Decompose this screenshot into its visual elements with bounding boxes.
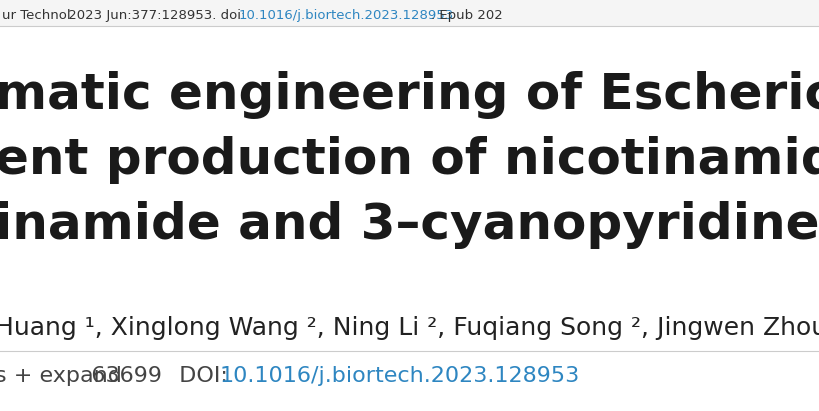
Text: Huang ¹, Xinglong Wang ², Ning Li ², Fuqiang Song ², Jingwen Zhou ³: Huang ¹, Xinglong Wang ², Ning Li ², Fuq… [0, 316, 819, 340]
Text: ent production of nicotinamide riboside f: ent production of nicotinamide riboside … [0, 136, 819, 184]
Text: 10.1016/j.biortech.2023.128953: 10.1016/j.biortech.2023.128953 [238, 9, 454, 23]
Text: 10.1016/j.biortech.2023.128953: 10.1016/j.biortech.2023.128953 [219, 366, 580, 386]
Text: 2023 Jun:377:128953. doi:: 2023 Jun:377:128953. doi: [64, 9, 249, 23]
Text: s + expand: s + expand [0, 366, 122, 386]
FancyBboxPatch shape [0, 0, 819, 26]
Text: 63699: 63699 [70, 366, 162, 386]
Text: matic engineering of Escherichia coli for: matic engineering of Escherichia coli fo… [0, 71, 819, 119]
Text: inamide and 3–cyanopyridine: inamide and 3–cyanopyridine [0, 201, 818, 249]
Text: . Epub 202: . Epub 202 [431, 9, 502, 23]
Text: DOI:: DOI: [165, 366, 235, 386]
Text: ur Technol.: ur Technol. [2, 9, 75, 23]
